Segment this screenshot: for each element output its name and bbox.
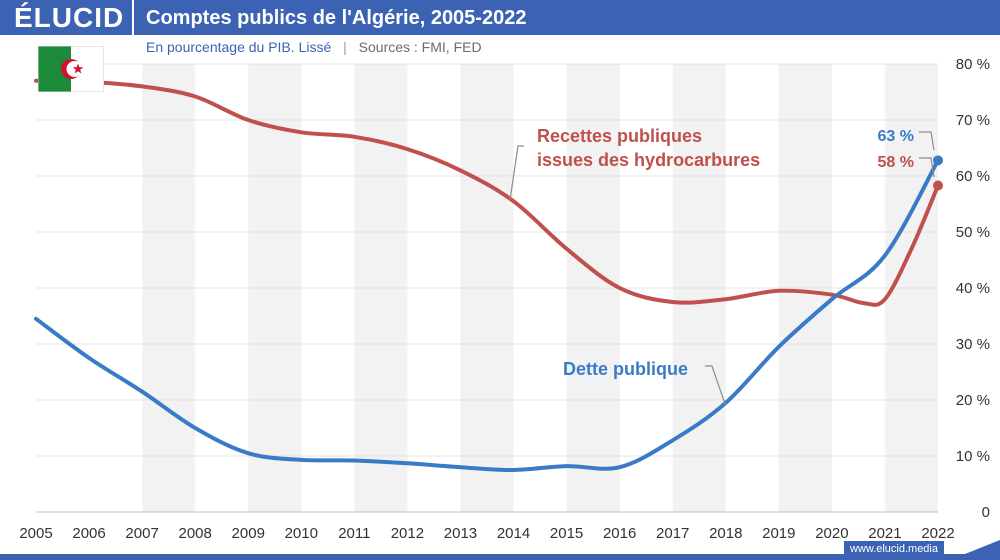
series-line: [34, 158, 940, 473]
elucid-logo[interactable]: ÉLUCID: [14, 2, 125, 33]
footer-bar: [0, 554, 1000, 560]
y-tick-label: 30 %: [956, 336, 990, 353]
x-tick-label: 2010: [285, 525, 318, 542]
label-leader-line: [705, 365, 726, 405]
x-tick-label: 2021: [868, 525, 901, 542]
x-tick-label: 2022: [921, 525, 954, 542]
series-end-point: [933, 180, 943, 191]
x-tick-label: 2016: [603, 525, 636, 542]
chart-subtitle: En pourcentage du PIB. Lissé: [146, 39, 332, 55]
subtitle-separator: |: [343, 39, 347, 55]
x-tick-label: 2020: [815, 525, 848, 542]
subtitle-row: En pourcentage du PIB. Lissé | Sources :…: [146, 38, 482, 56]
y-tick-label: 0: [982, 504, 990, 521]
x-tick-label: 2017: [656, 525, 689, 542]
chart-sources: Sources : FMI, FED: [358, 39, 482, 55]
series-end-value-label: 58 %: [878, 154, 914, 171]
end-value-leader-line: [919, 157, 935, 178]
series-lines: [34, 78, 943, 473]
series-name-label: Dette publique: [563, 359, 688, 379]
y-tick-label: 80 %: [956, 56, 990, 73]
footer-corner: [950, 540, 1000, 560]
y-tick-label: 50 %: [956, 224, 990, 241]
x-tick-label: 2018: [709, 525, 742, 542]
y-tick-label: 40 %: [956, 280, 990, 297]
x-tick-label: 2006: [72, 525, 105, 542]
series-line: [34, 78, 940, 307]
x-tick-label: 2013: [444, 525, 477, 542]
x-tick-label: 2019: [762, 525, 795, 542]
x-tick-label: 2015: [550, 525, 583, 542]
series-name-label: Recettes publiques issues des hydrocarbur…: [537, 126, 760, 170]
header-divider: [132, 0, 134, 35]
gridlines: [36, 63, 938, 513]
x-axis-ticks: 2005 2006 2007 2008 2009 2010 2011 2012 2013 2014…: [19, 525, 954, 542]
footer-website-link[interactable]: www.elucid.media: [843, 541, 944, 557]
y-axis-ticks: 0 10 % 20 % 30 % 40 % 50 % 60 % 70 % 80 %: [956, 56, 990, 521]
y-tick-label: 60 %: [956, 168, 990, 185]
year-bands: [142, 64, 938, 512]
x-tick-label: 2014: [497, 525, 530, 542]
x-tick-label: 2008: [178, 525, 211, 542]
y-tick-label: 20 %: [956, 392, 990, 409]
x-tick-label: 2012: [391, 525, 424, 542]
x-tick-label: 2009: [232, 525, 265, 542]
header-bar: ÉLUCID Comptes publics de l'Algérie, 200…: [0, 0, 1000, 35]
series-end-point: [933, 155, 943, 166]
y-tick-label: 10 %: [956, 448, 990, 465]
algeria-flag-icon: [38, 46, 104, 92]
x-tick-label: 2005: [19, 525, 52, 542]
series-labels: Recettes publiques issues des hydrocarbur…: [509, 126, 935, 405]
label-leader-line: [509, 145, 524, 201]
y-tick-label: 70 %: [956, 112, 990, 129]
series-end-value-label: 63 %: [878, 128, 914, 145]
chart-title: Comptes publics de l'Algérie, 2005-2022: [146, 7, 527, 29]
end-value-leader-line: [919, 131, 935, 151]
x-tick-label: 2011: [338, 525, 370, 542]
x-tick-label: 2007: [125, 525, 158, 542]
